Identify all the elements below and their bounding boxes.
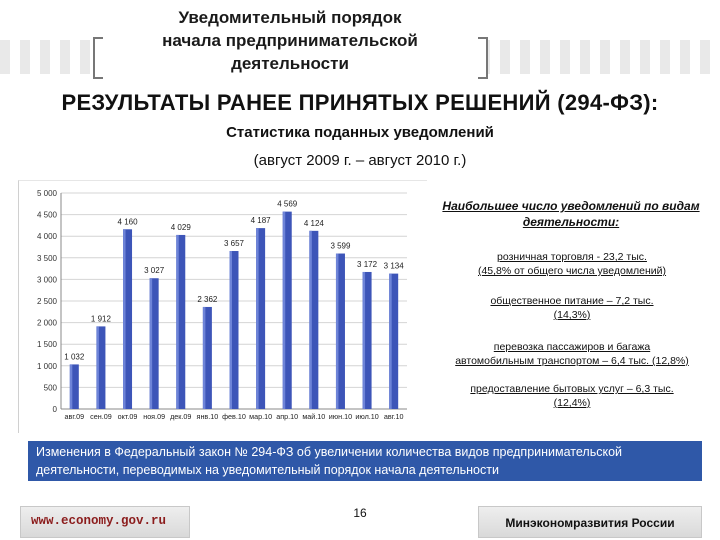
x-tick-label: фев.10	[222, 412, 246, 421]
x-tick-label: авг.09	[65, 412, 85, 421]
bar-value-label: 1 912	[91, 314, 112, 323]
bar-highlight	[176, 234, 179, 409]
y-tick-label: 5 000	[37, 189, 58, 198]
y-tick-label: 500	[44, 383, 58, 392]
stat-line: розничная торговля - 23,2 тыс.	[497, 251, 647, 263]
bar-highlight	[389, 273, 392, 409]
bar	[229, 251, 239, 409]
bar-value-label: 2 362	[197, 295, 218, 304]
y-tick-label: 2 000	[37, 319, 58, 328]
stat-line: предоставление бытовых услуг – 6,3 тыс.	[470, 383, 674, 395]
stat-line: (12,4%)	[553, 397, 591, 409]
header-title-line: начала предпринимательской	[162, 31, 418, 50]
x-tick-label: авг.10	[384, 412, 404, 421]
bar-highlight	[256, 228, 259, 409]
left-bracket-decoration	[93, 37, 103, 79]
bar-highlight	[229, 251, 232, 409]
main-title: РЕЗУЛЬТАТЫ РАНЕЕ ПРИНЯТЫХ РЕШЕНИЙ (294-Ф…	[61, 90, 659, 115]
bar-value-label: 4 160	[118, 217, 139, 226]
y-tick-label: 1 500	[37, 340, 58, 349]
page-number: 16	[353, 506, 367, 520]
ministry-name: Минэкономразвития России	[505, 516, 675, 530]
bar-highlight	[309, 230, 312, 409]
right-bracket-decoration	[478, 37, 488, 79]
bar	[176, 234, 186, 409]
bar-value-label: 3 027	[144, 266, 165, 275]
bar-highlight	[123, 229, 126, 409]
law-change-note: Изменения в Федеральный закон № 294-ФЗ о…	[28, 441, 702, 481]
x-tick-label: дек.09	[170, 412, 191, 421]
header-title: Уведомительный порядок начала предприним…	[110, 6, 470, 75]
bar-value-label: 3 599	[330, 242, 351, 251]
stat-item: предоставление бытовых услуг – 6,3 тыс. …	[432, 382, 712, 410]
bar	[389, 273, 399, 409]
bar-value-label: 3 657	[224, 239, 245, 248]
x-tick-label: апр.10	[276, 412, 298, 421]
stat-item: розничная торговля - 23,2 тыс. (45,8% от…	[432, 250, 712, 278]
y-tick-label: 1 000	[37, 362, 58, 371]
bar-chart: 0 500 1 000 1 500 2 000 2 500 3 000 3 500 4 000 4…	[18, 180, 427, 433]
bar-highlight	[96, 326, 99, 409]
x-tick-label: июн.10	[329, 412, 352, 421]
header-title-background	[100, 36, 486, 78]
footer-ministry-box: Минэкономразвития России	[478, 506, 702, 538]
y-tick-label: 4 000	[37, 232, 58, 241]
stat-line: общественное питание – 7,2 тыс.	[490, 295, 654, 307]
bar-highlight	[335, 253, 339, 409]
bar	[256, 228, 266, 409]
x-tick-label: янв.10	[197, 412, 219, 421]
y-tick-label: 4 500	[37, 211, 58, 220]
bar-value-label: 4 187	[251, 216, 272, 225]
period-text: (август 2009 г. – август 2010 г.)	[253, 152, 467, 169]
header-title-line: Уведомительный порядок	[178, 8, 402, 27]
bar-value-label: 4 029	[171, 223, 192, 232]
x-tick-label: мар.10	[249, 412, 272, 421]
bar-value-label: 1 032	[64, 352, 85, 361]
bar-value-label: 4 569	[277, 200, 298, 209]
x-tick-label: май.10	[302, 412, 325, 421]
website-link[interactable]: www.economy.gov.ru	[31, 514, 167, 528]
x-tick-label: июл.10	[355, 412, 378, 421]
bar	[309, 230, 319, 409]
stat-line: (45,8% от общего числа уведомлений)	[477, 265, 667, 277]
bar-highlight	[362, 271, 366, 409]
bar-chart-svg: 0 500 1 000 1 500 2 000 2 500 3 000 3 500 4 000 4…	[37, 189, 407, 421]
bar	[335, 253, 345, 409]
y-tick-label: 2 500	[37, 297, 58, 306]
bar	[69, 364, 79, 409]
y-tick-label: 3 500	[37, 254, 58, 263]
x-tick-label: ноя.09	[143, 412, 165, 421]
bar	[123, 229, 133, 409]
stat-line: (14,3%)	[553, 309, 591, 321]
bar	[202, 306, 212, 409]
stat-line: автомобильным транспортом – 6,4 тыс. (12…	[455, 355, 689, 367]
bar	[362, 271, 372, 409]
stat-line: перевозка пассажиров и багажа	[493, 341, 651, 353]
x-tick-label: окт.09	[118, 412, 138, 421]
stat-item: перевозка пассажиров и багажа автомобиль…	[432, 340, 712, 368]
bar-highlight	[202, 306, 206, 409]
footer-website-box: www.economy.gov.ru	[20, 506, 190, 538]
bar-highlight	[282, 211, 286, 409]
bar-highlight	[69, 364, 73, 409]
bar-value-label: 4 124	[304, 219, 325, 228]
bar	[282, 211, 292, 409]
bar	[149, 278, 159, 409]
bar	[96, 326, 106, 409]
bar-highlight	[149, 278, 153, 409]
header-title-line: деятельности	[231, 54, 349, 73]
stat-item: общественное питание – 7,2 тыс. (14,3%)	[432, 294, 712, 322]
y-tick-label: 0	[53, 405, 58, 414]
stats-title: Наибольшее число уведомлений по видам де…	[442, 199, 700, 229]
bar-value-label: 3 134	[384, 262, 405, 271]
y-tick-label: 3 000	[37, 275, 58, 284]
bar-value-label: 3 172	[357, 260, 378, 269]
subtitle: Статистика поданных уведомлений	[226, 124, 494, 141]
x-tick-label: сен.09	[90, 412, 112, 421]
